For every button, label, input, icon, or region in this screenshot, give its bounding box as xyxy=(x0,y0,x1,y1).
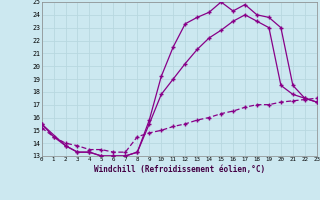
X-axis label: Windchill (Refroidissement éolien,°C): Windchill (Refroidissement éolien,°C) xyxy=(94,165,265,174)
